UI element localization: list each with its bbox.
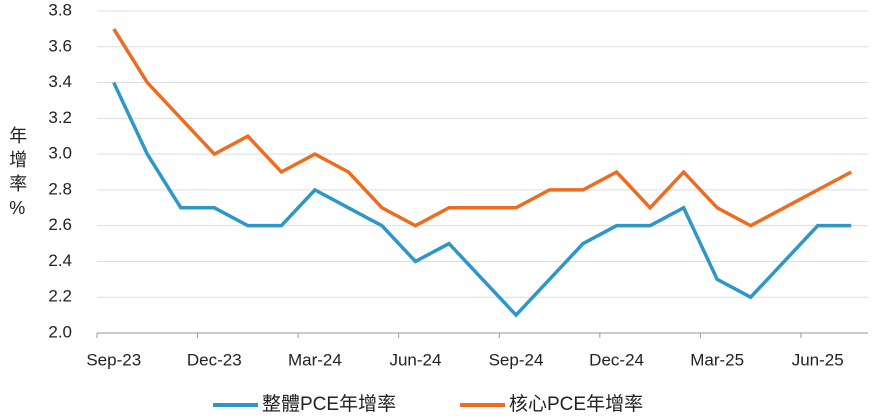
x-tick-label: Mar-24 (288, 350, 342, 369)
y-tick-label: 2.8 (48, 179, 72, 198)
x-tick-label: Sep-24 (489, 350, 544, 369)
y-tick-label: 3.2 (48, 108, 72, 127)
y-tick-label: 2.4 (48, 251, 72, 270)
series-line (112, 81, 852, 318)
x-tick-label: Jun-25 (792, 350, 844, 369)
y-tick-label: 3.6 (48, 36, 72, 55)
x-tick-label: Sep-23 (86, 350, 141, 369)
y-tick-label: 3.8 (48, 0, 72, 19)
x-tick-label: Dec-23 (187, 350, 242, 369)
y-tick-label: 2.6 (48, 215, 72, 234)
y-tick-label: 2.2 (48, 287, 72, 306)
series-line (112, 27, 853, 228)
x-tick-label: Dec-24 (589, 350, 644, 369)
legend-label: 核心PCE年增率 (509, 393, 643, 415)
x-tick-label: Jun-24 (389, 350, 441, 369)
legend-label: 整體PCE年增率 (262, 393, 396, 415)
x-tick-label: Mar-25 (690, 350, 744, 369)
y-tick-label: 3.0 (48, 144, 72, 163)
y-tick-label: 2.0 (48, 322, 72, 341)
y-axis-label: 年增率% (7, 126, 27, 224)
y-tick-label: 3.4 (48, 72, 72, 91)
